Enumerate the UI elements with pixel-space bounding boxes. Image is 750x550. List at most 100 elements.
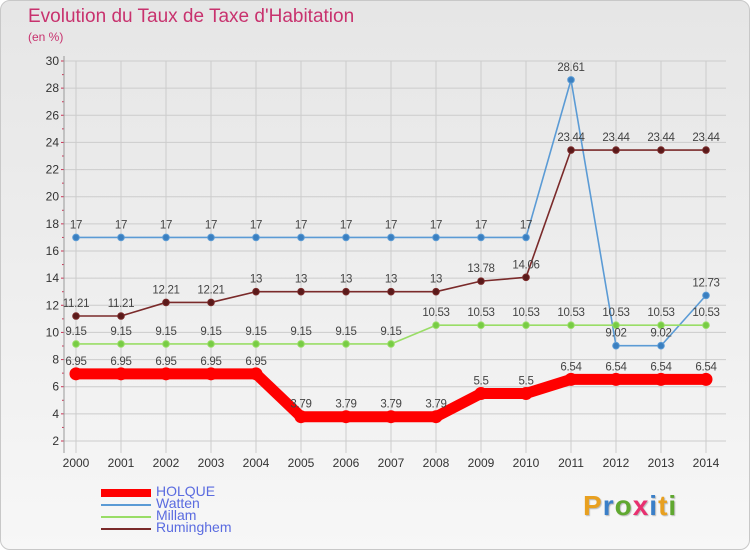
- data-point-ruminghem: [297, 287, 305, 296]
- data-label-ruminghem: 13: [250, 274, 262, 286]
- data-label-ruminghem: 23.44: [647, 132, 675, 144]
- legend-swatch: [101, 504, 151, 506]
- logo-letter: t: [658, 490, 669, 521]
- data-point-holque: [474, 387, 488, 400]
- data-point-millam: [342, 340, 350, 348]
- y-tick-label: 14: [46, 271, 60, 285]
- data-point-millam: [702, 321, 710, 330]
- data-point-millam: [162, 340, 170, 348]
- data-point-millam: [657, 321, 665, 330]
- data-point-holque: [204, 367, 218, 381]
- data-point-ruminghem: [252, 287, 260, 296]
- data-label-holque: 3.79: [380, 399, 401, 411]
- legend-label: Watten: [156, 495, 200, 511]
- x-tick-label: 2014: [693, 456, 720, 470]
- data-point-holque: [429, 410, 443, 424]
- data-point-watten: [117, 233, 125, 242]
- data-label-millam: 10.53: [692, 307, 719, 319]
- x-tick-label: 2004: [243, 456, 270, 470]
- legend-swatch: [101, 516, 151, 518]
- data-point-ruminghem: [657, 146, 665, 154]
- logo-letter: o: [614, 490, 633, 521]
- legend-swatch: [101, 528, 151, 530]
- data-point-watten: [432, 233, 440, 242]
- x-tick-label: 2010: [513, 456, 540, 470]
- data-point-holque: [519, 387, 533, 400]
- data-point-watten: [162, 233, 170, 242]
- logo-letter: x: [632, 490, 650, 521]
- data-point-watten: [207, 233, 215, 242]
- data-point-millam: [207, 340, 215, 348]
- data-label-holque: 6.54: [560, 361, 582, 373]
- data-point-millam: [432, 321, 440, 330]
- data-label-holque: 6.95: [155, 356, 176, 368]
- data-label-holque: 6.54: [605, 361, 627, 373]
- data-point-watten: [477, 233, 485, 242]
- data-label-holque: 3.79: [335, 399, 356, 411]
- data-label-watten: 17: [475, 219, 487, 231]
- data-label-ruminghem: 13: [385, 274, 397, 286]
- data-point-holque: [384, 410, 398, 424]
- data-label-millam: 10.53: [467, 307, 494, 319]
- x-tick-label: 2011: [558, 456, 584, 470]
- y-tick-label: 24: [46, 135, 60, 149]
- data-label-millam: 10.53: [512, 307, 539, 319]
- data-label-holque: 6.54: [695, 361, 717, 373]
- data-point-watten: [252, 233, 260, 242]
- data-point-ruminghem: [207, 298, 215, 307]
- data-point-ruminghem: [342, 287, 350, 296]
- data-label-watten: 17: [430, 219, 442, 231]
- data-point-ruminghem: [612, 146, 620, 154]
- x-tick-label: 2009: [468, 456, 495, 470]
- y-tick-label: 10: [46, 325, 60, 339]
- data-label-holque: 6.95: [200, 356, 221, 368]
- data-label-ruminghem: 13: [340, 274, 352, 286]
- x-tick-label: 2006: [333, 456, 360, 470]
- x-tick-label: 2012: [603, 456, 630, 470]
- legend-label: HOLQUE: [156, 483, 216, 499]
- chart-title: Evolution du Taux de Taxe d'Habitation: [28, 6, 355, 27]
- x-tick-label: 2013: [648, 456, 675, 470]
- y-tick-label: 22: [46, 163, 60, 177]
- data-label-ruminghem: 14.06: [512, 259, 539, 271]
- data-label-holque: 3.79: [290, 399, 311, 411]
- data-point-watten: [567, 76, 575, 84]
- data-point-millam: [477, 321, 485, 330]
- legend-label: Ruminghem: [156, 519, 232, 535]
- data-point-holque: [699, 372, 713, 386]
- data-label-ruminghem: 12.21: [197, 284, 224, 296]
- data-label-holque: 6.95: [65, 356, 86, 368]
- data-label-millam: 9.15: [290, 326, 311, 338]
- data-point-watten: [657, 341, 665, 350]
- data-label-millam: 9.15: [335, 326, 356, 338]
- data-point-ruminghem: [72, 312, 80, 320]
- data-point-holque: [159, 367, 173, 381]
- data-label-millam: 9.15: [380, 326, 401, 338]
- data-label-millam: 9.15: [200, 326, 221, 338]
- data-point-watten: [612, 341, 620, 350]
- y-tick-label: 18: [46, 217, 60, 231]
- data-point-ruminghem: [522, 273, 530, 282]
- data-point-holque: [654, 372, 668, 386]
- y-tick-label: 8: [52, 353, 59, 367]
- data-point-holque: [564, 372, 578, 386]
- y-tick-label: 26: [46, 108, 60, 122]
- data-label-watten: 12.73: [692, 277, 719, 289]
- data-point-ruminghem: [567, 146, 575, 154]
- logo-letter: r: [602, 490, 615, 521]
- data-point-holque: [339, 410, 353, 424]
- y-tick-label: 16: [46, 244, 60, 258]
- logo-letter: i: [649, 490, 659, 521]
- data-point-watten: [387, 233, 395, 242]
- data-point-millam: [297, 340, 305, 348]
- data-label-millam: 9.15: [110, 326, 131, 338]
- logo-letter: i: [668, 490, 678, 521]
- data-label-holque: 5.5: [473, 376, 488, 388]
- data-label-watten: 9.02: [650, 328, 671, 340]
- data-label-holque: 3.79: [425, 399, 446, 411]
- data-label-millam: 9.15: [65, 326, 86, 338]
- data-label-watten: 28.61: [557, 62, 584, 74]
- data-label-millam: 10.53: [422, 307, 449, 319]
- data-label-holque: 6.95: [245, 356, 266, 368]
